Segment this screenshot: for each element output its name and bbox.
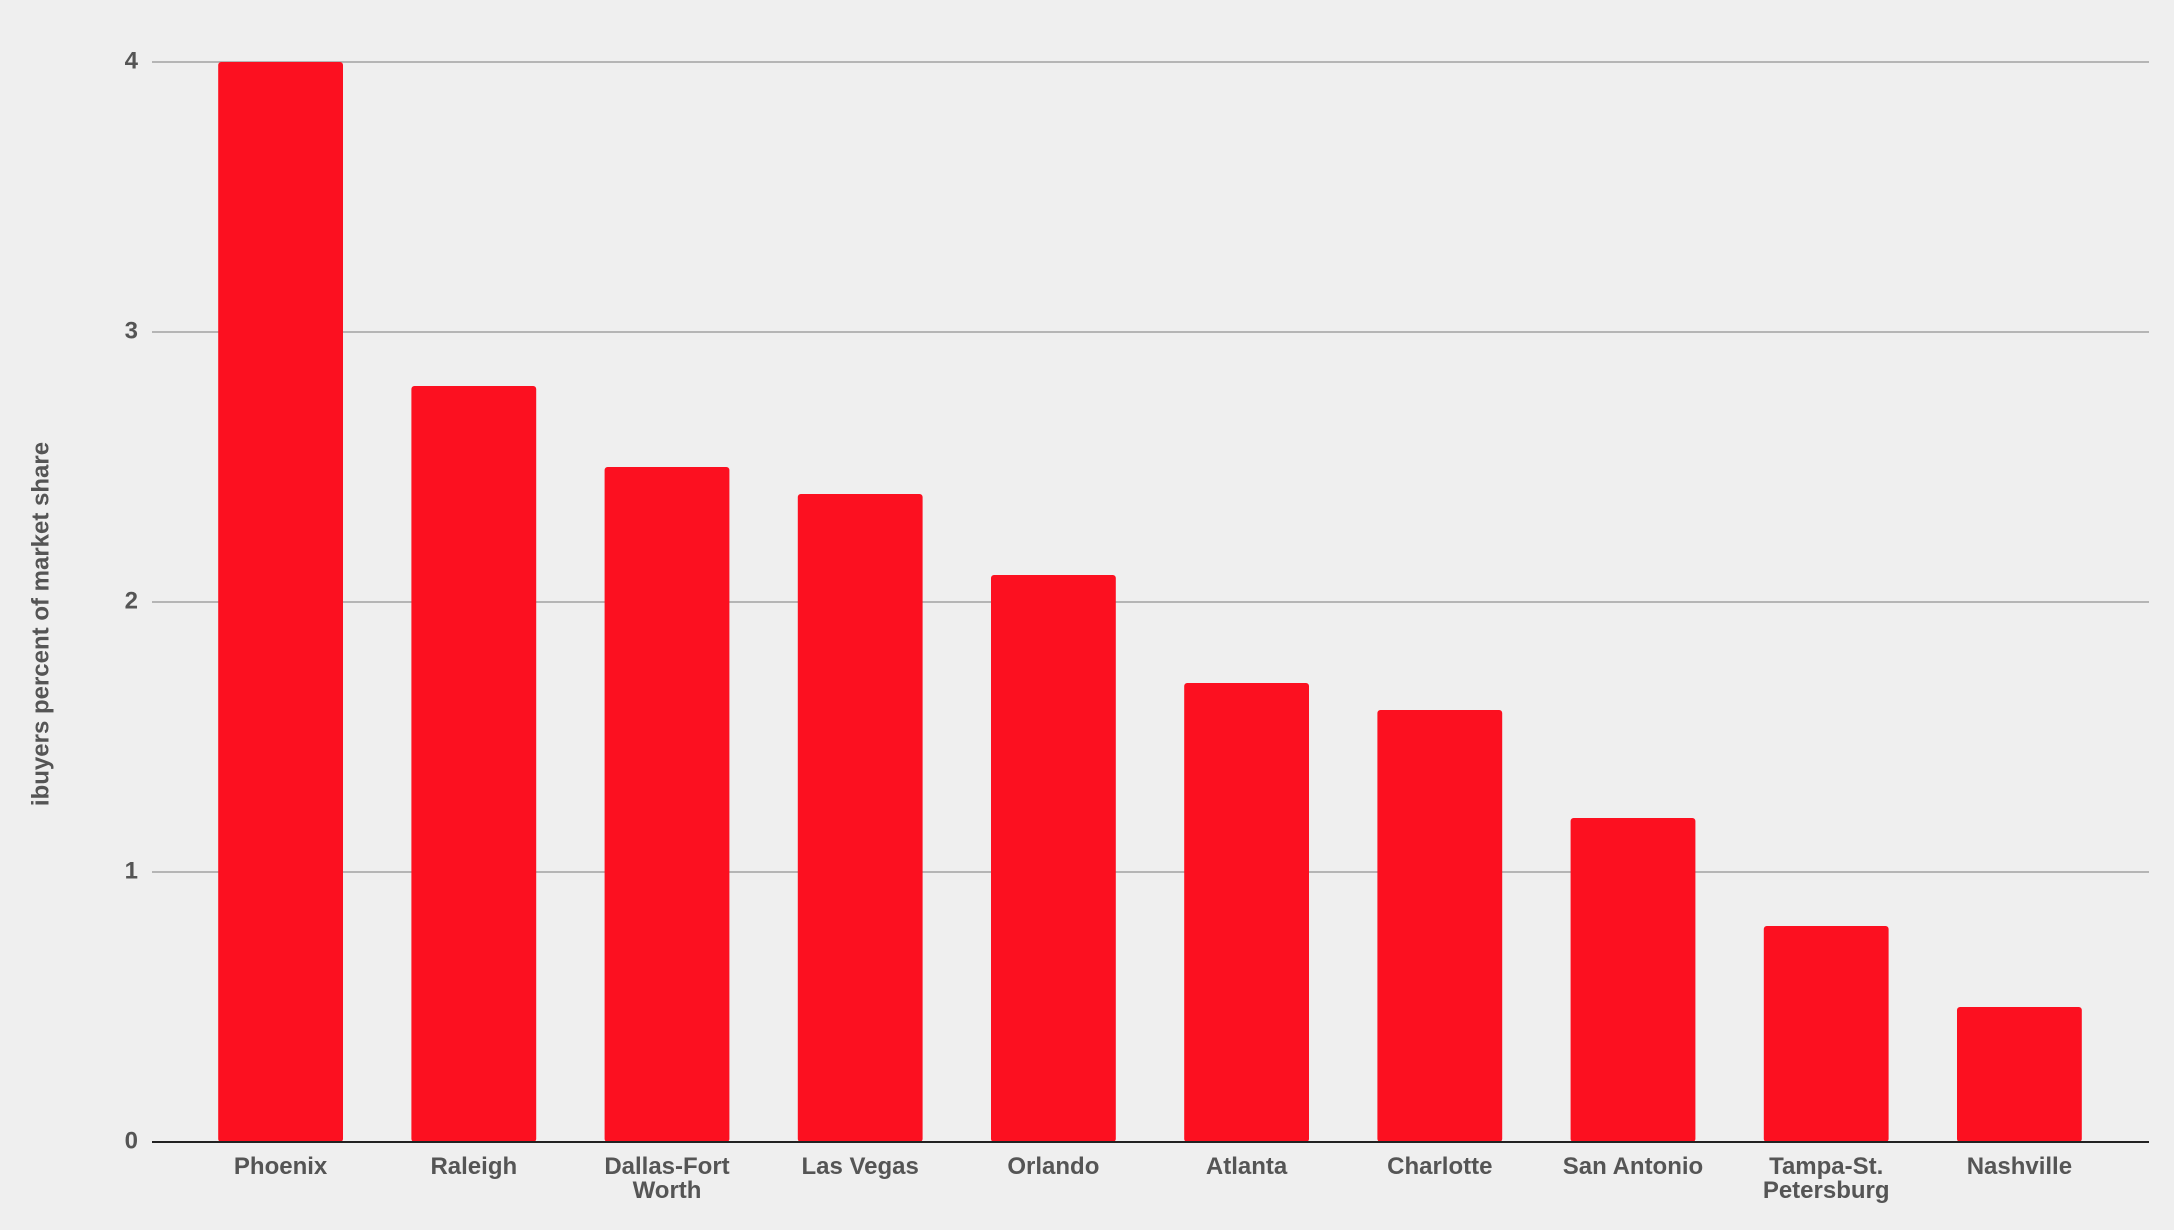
x-tick-label: Orlando: [1007, 1153, 1100, 1180]
x-tick-label: Dallas-Fort Worth: [604, 1153, 730, 1204]
bar: [797, 494, 923, 1142]
x-tick-label: Nashville: [1966, 1153, 2073, 1180]
y-tick-label: 1: [125, 857, 138, 884]
bar: [990, 575, 1116, 1142]
bar: [218, 62, 344, 1142]
bar: [411, 386, 537, 1142]
x-tick-label: Charlotte: [1387, 1153, 1493, 1180]
x-tick-label: Atlanta: [1205, 1153, 1288, 1180]
bar: [604, 467, 730, 1142]
y-axis-title: ibuyers percent of market share: [27, 442, 54, 806]
y-tick-label: 0: [125, 1127, 138, 1154]
x-tick-label: Las Vegas: [801, 1153, 919, 1180]
bar: [1377, 710, 1503, 1142]
y-tick-label: 3: [125, 317, 138, 344]
y-tick-label: 4: [125, 47, 139, 74]
bar: [1184, 683, 1310, 1142]
x-tick-label: Phoenix: [233, 1153, 328, 1180]
y-tick-label: 2: [125, 587, 138, 614]
x-tick-label: Raleigh: [430, 1153, 518, 1180]
bar: [1763, 926, 1889, 1142]
x-tick-label: Tampa-St. Petersburg: [1762, 1153, 1890, 1204]
bar: [1570, 818, 1696, 1142]
bar: [1956, 1007, 2082, 1142]
x-tick-label: San Antonio: [1562, 1153, 1704, 1180]
